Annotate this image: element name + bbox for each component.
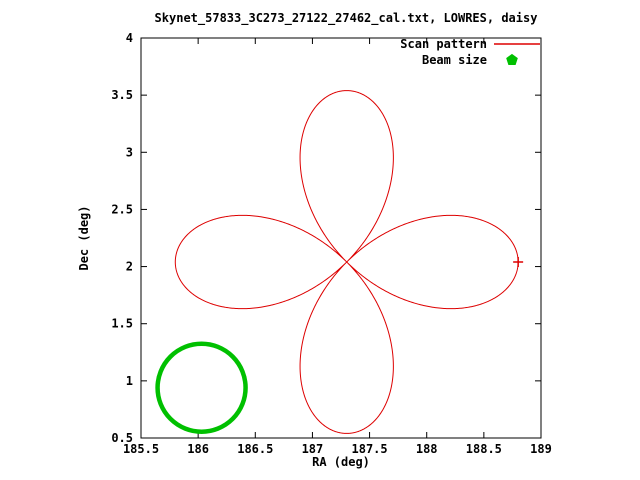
x-tick-label: 188 — [416, 442, 438, 456]
x-tick-label: 188.5 — [466, 442, 502, 456]
chart-generated-layer: 185.5 186 186.5 187 187.5 188 188.5 189 0.5 1 1.5 2… — [111, 31, 552, 456]
y-tick-label: 0.5 — [111, 431, 133, 445]
x-tick-label: 186 — [187, 442, 209, 456]
y-axis-label: Dec (deg) — [77, 205, 91, 270]
x-tick-label: 185.5 — [123, 442, 159, 456]
legend-beam-marker-icon — [506, 53, 518, 65]
y-tick-label: 3 — [126, 145, 133, 159]
x-tick-label: 189 — [530, 442, 552, 456]
x-tick-label: 186.5 — [237, 442, 273, 456]
y-tick-label: 1 — [126, 374, 133, 388]
y-tick-label: 3.5 — [111, 88, 133, 102]
x-axis-label: RA (deg) — [312, 455, 370, 469]
chart-title: Skynet_57833_3C273_27122_27462_cal.txt, … — [155, 11, 538, 26]
legend-beam-label: Beam size — [422, 53, 487, 67]
x-tick-label: 187.5 — [352, 442, 388, 456]
y-tick-label: 4 — [126, 31, 133, 45]
scan-pattern-curve — [174, 90, 519, 434]
y-tick-label: 2 — [126, 260, 133, 274]
x-tick-label: 187 — [302, 442, 324, 456]
y-tick-label: 1.5 — [111, 317, 133, 331]
plot-border — [140, 37, 542, 439]
beam-circle — [155, 341, 248, 434]
legend-scan-label: Scan pattern — [400, 37, 487, 51]
y-tick-label: 2.5 — [111, 202, 133, 216]
